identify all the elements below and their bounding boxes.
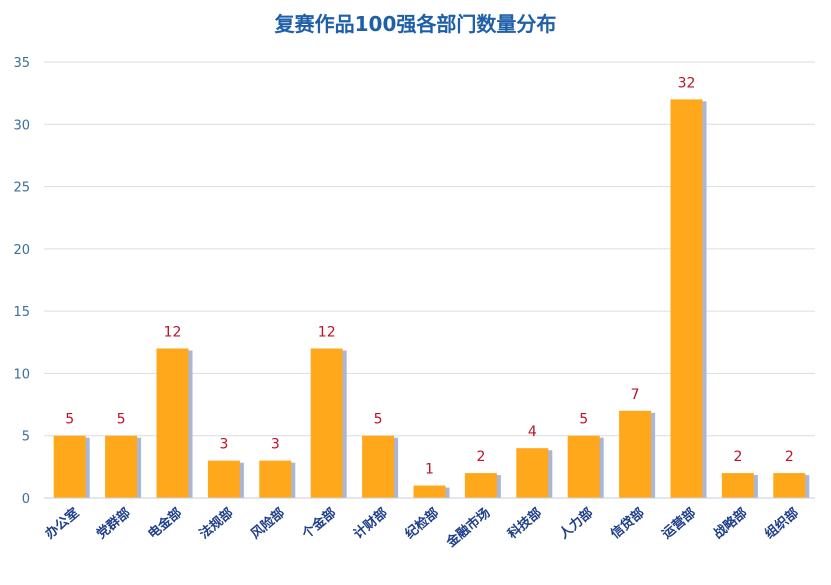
data-label: 2: [476, 449, 485, 465]
data-label: 5: [117, 412, 126, 428]
y-tick-label: 10: [13, 367, 30, 382]
bar: [721, 473, 754, 498]
data-label: 2: [785, 449, 794, 465]
category-label: 运营部: [659, 505, 699, 542]
bar: [619, 410, 652, 498]
data-label: 3: [271, 437, 280, 453]
bar: [464, 473, 497, 498]
data-label: 2: [733, 449, 742, 465]
y-tick-label: 25: [13, 181, 30, 196]
category-label: 组织部: [762, 505, 802, 542]
y-tick-label: 15: [13, 305, 30, 320]
bar: [567, 435, 600, 498]
data-label: 5: [65, 412, 74, 428]
bar: [53, 435, 86, 498]
data-label: 5: [579, 412, 588, 428]
y-tick-label: 35: [13, 56, 30, 71]
bar: [259, 460, 292, 498]
chart-title: 复赛作品100强各部门数量分布: [274, 12, 557, 36]
data-label: 12: [164, 325, 182, 341]
category-label: 纪检部: [402, 505, 442, 542]
y-tick-label: 20: [13, 243, 30, 258]
category-label: 法规部: [196, 505, 236, 542]
category-label: 办公室: [42, 505, 82, 542]
y-tick-label: 30: [13, 118, 30, 133]
bar: [516, 448, 549, 498]
data-label: 32: [678, 75, 696, 91]
bar: [773, 473, 806, 498]
data-label: 5: [374, 412, 383, 428]
bar: [413, 485, 446, 498]
category-label: 人力部: [556, 505, 596, 542]
bar: [362, 435, 395, 498]
data-label: 4: [528, 424, 537, 440]
bar: [310, 348, 343, 498]
data-label: 7: [631, 387, 640, 403]
category-label: 个金部: [298, 505, 339, 543]
bar: [670, 99, 703, 498]
bar: [156, 348, 189, 498]
y-tick-label: 0: [22, 492, 30, 507]
category-label: 科技部: [505, 505, 545, 542]
category-label: 电金部: [145, 505, 185, 542]
category-label: 金融市场: [443, 505, 494, 551]
data-label: 3: [219, 437, 228, 453]
category-label: 信贷部: [607, 505, 647, 542]
category-label: 风险部: [248, 505, 288, 542]
y-tick-label: 5: [22, 430, 30, 445]
bar: [105, 435, 138, 498]
data-label: 1: [425, 462, 434, 478]
bar: [207, 460, 240, 498]
category-label: 党群部: [93, 505, 133, 542]
category-label: 战略部: [710, 505, 750, 542]
category-label: 计财部: [350, 505, 390, 542]
data-label: 12: [318, 325, 336, 341]
